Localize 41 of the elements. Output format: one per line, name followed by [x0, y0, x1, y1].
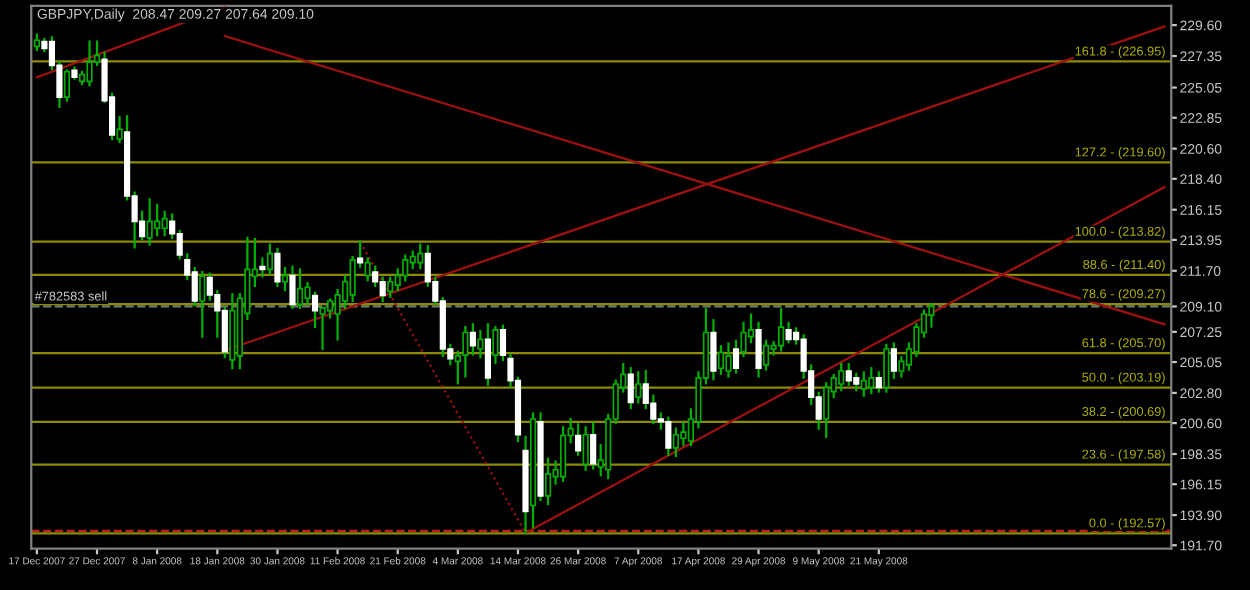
candlestick — [266, 243, 274, 275]
candlestick — [785, 321, 792, 344]
candlestick — [379, 276, 386, 303]
candlestick — [281, 266, 289, 292]
candlestick — [161, 210, 168, 237]
candlestick — [898, 356, 905, 378]
candlestick — [635, 371, 642, 404]
candlestick — [462, 325, 469, 378]
candlestick — [627, 367, 634, 410]
candlestick — [717, 345, 725, 375]
candlestick — [860, 371, 867, 397]
candlestick — [289, 265, 296, 309]
candlestick — [417, 243, 424, 270]
candlestick — [868, 367, 875, 395]
candlestick — [845, 363, 852, 386]
candlestick — [296, 268, 304, 309]
candlestick — [469, 323, 476, 356]
candlestick — [755, 321, 762, 378]
candlestick — [274, 247, 281, 287]
candlestick — [672, 427, 679, 458]
candlestick — [710, 319, 717, 381]
candlestick — [86, 40, 93, 87]
candlestick — [477, 330, 484, 359]
candlestick — [387, 276, 394, 298]
candlestick — [63, 69, 71, 102]
candlestick — [778, 308, 785, 352]
candlestick — [582, 426, 589, 471]
candlestick — [364, 257, 371, 282]
candlestick — [544, 457, 552, 506]
candlestick — [484, 323, 492, 386]
candlestick — [590, 422, 597, 470]
candlestick — [838, 363, 845, 392]
candlestick — [762, 339, 770, 371]
candlestick — [665, 416, 672, 456]
candlestick — [725, 342, 732, 378]
candlestick — [146, 198, 153, 246]
candlestick — [823, 382, 830, 438]
candlestick — [199, 271, 206, 338]
candlestick — [154, 203, 161, 237]
candlestick — [560, 426, 567, 482]
candlestick — [883, 343, 890, 393]
